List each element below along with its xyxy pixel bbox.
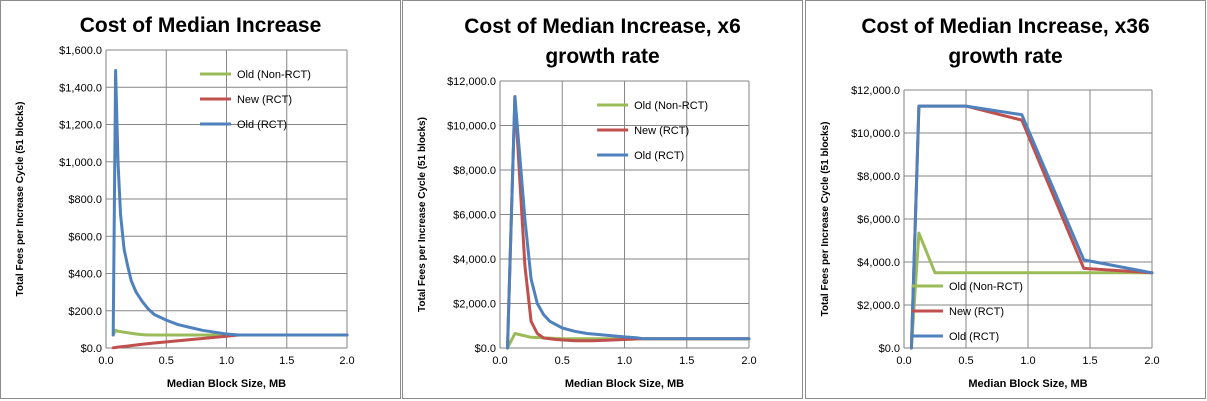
legend-label: Old (RCT) <box>237 119 287 131</box>
chart-title: Cost of Median Increase, x36 growth rate <box>806 12 1205 72</box>
series-line <box>909 231 1154 350</box>
x-tick-label: 0.5 <box>159 355 174 367</box>
y-tick-label: $6,000.0 <box>453 210 496 222</box>
x-axis-title: Median Block Size, MB <box>565 378 684 390</box>
chart-title-line-2: growth rate <box>948 45 1063 68</box>
y-tick-label: $1,200.0 <box>59 120 102 132</box>
y-tick-label: $0.0 <box>81 343 102 355</box>
y-tick-label: $800.0 <box>68 194 102 206</box>
x-tick-label: 0.0 <box>896 355 911 367</box>
y-axis-title: Total Fees per Increase Cycle (51 blocks… <box>417 117 428 312</box>
series-line <box>909 104 1154 350</box>
y-axis-title: Total Fees per Increase Cycle (51 blocks… <box>15 102 26 297</box>
y-tick-label: $10,000.0 <box>447 121 496 133</box>
legend-label: Old (RCT) <box>949 331 999 343</box>
x-axis-title: Median Block Size, MB <box>167 378 286 390</box>
x-tick-label: 2.0 <box>1144 355 1159 367</box>
x-tick-label: 0.5 <box>555 355 570 367</box>
chart-panel-3: Cost of Median Increase, x36 growth rate… <box>805 0 1206 399</box>
x-tick-label: 2.0 <box>339 355 354 367</box>
chart-title-line-1: Cost of Median Increase, x36 <box>861 15 1150 38</box>
series-line <box>909 104 1154 350</box>
series-line <box>506 95 751 350</box>
chart-svg: 0.0 0.5 1.0 1.5 2.0 $0.0 $2,000.0 $4,000.0 $6,00… <box>417 76 757 390</box>
y-tick-label: $1,600.0 <box>59 45 102 57</box>
x-tick-label: 1.5 <box>279 355 294 367</box>
legend-label: Old (RCT) <box>634 150 684 162</box>
y-tick-label: $0.0 <box>879 343 900 355</box>
y-tick-label: $2,000.0 <box>857 300 900 312</box>
y-tick-label: $12,000.0 <box>447 76 496 88</box>
legend-label: New (RCT) <box>237 94 292 106</box>
chart-panel-1: Cost of Median Increase 0.0 0.5 1.0 1.5 2.0 $… <box>0 0 401 399</box>
y-tick-label: $200.0 <box>68 306 102 318</box>
legend-label: Old (Non-RCT) <box>949 281 1023 293</box>
chart-title: Cost of Median Increase <box>1 11 400 41</box>
y-tick-label: $8,000.0 <box>857 171 900 183</box>
x-tick-label: 1.0 <box>617 355 632 367</box>
y-tick-label: $10,000.0 <box>851 128 900 140</box>
y-tick-label: $8,000.0 <box>453 165 496 177</box>
y-tick-label: $4,000.0 <box>453 254 496 266</box>
series-line <box>111 69 349 337</box>
x-tick-label: 0.0 <box>98 355 113 367</box>
y-tick-label: $6,000.0 <box>857 214 900 226</box>
x-tick-label: 0.0 <box>492 355 507 367</box>
chart-title-line-2: growth rate <box>545 45 660 68</box>
chart-svg: 0.0 0.5 1.0 1.5 2.0 $0.0 $2,000.0 $4,000.0 $6,00… <box>820 85 1160 390</box>
y-tick-label: $12,000.0 <box>851 85 900 97</box>
x-axis-title: Median Block Size, MB <box>968 378 1087 390</box>
x-tick-label: 1.0 <box>219 355 234 367</box>
x-tick-label: 1.0 <box>1020 355 1035 367</box>
x-tick-label: 0.5 <box>958 355 973 367</box>
chart-svg: 0.0 0.5 1.0 1.5 2.0 $0.0 $200.0 $400.0 $600.0 $80… <box>15 45 355 390</box>
y-tick-label: $0.0 <box>475 343 496 355</box>
legend-label: Old (Non-RCT) <box>634 100 708 112</box>
y-tick-label: $2,000.0 <box>453 299 496 311</box>
y-tick-label: $4,000.0 <box>857 257 900 269</box>
legend-label: New (RCT) <box>634 125 689 137</box>
chart-title-line: Cost of Median Increase <box>79 14 322 37</box>
series-line <box>506 95 751 350</box>
y-axis-title: Total Fees per Increase Cycle (51 blocks… <box>820 122 831 317</box>
y-tick-label: $400.0 <box>68 269 102 281</box>
y-tick-label: $1,400.0 <box>59 82 102 94</box>
chart-panel-2: Cost of Median Increase, x6 growth rate … <box>402 0 803 399</box>
chart-title-line-1: Cost of Median Increase, x6 <box>464 15 741 38</box>
x-tick-label: 2.0 <box>741 355 756 367</box>
y-tick-label: $600.0 <box>68 231 102 243</box>
x-tick-label: 1.5 <box>679 355 694 367</box>
y-tick-label: $1,000.0 <box>59 157 102 169</box>
series-line <box>111 333 349 350</box>
chart-title: Cost of Median Increase, x6 growth rate <box>403 12 802 72</box>
legend-label: Old (Non-RCT) <box>237 69 311 81</box>
x-tick-label: 1.5 <box>1082 355 1097 367</box>
legend-label: New (RCT) <box>949 306 1004 318</box>
